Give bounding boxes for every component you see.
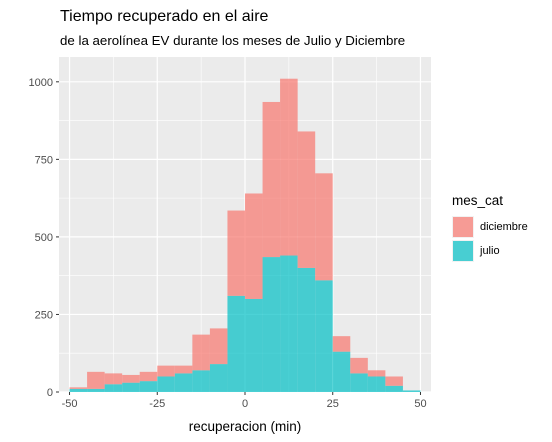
bar-julio-19 [402, 390, 421, 392]
bar-diciembre-8 [209, 328, 228, 365]
bar-julio-3 [122, 382, 140, 392]
x-tick-label: 0 [242, 398, 248, 410]
bar-diciembre-15 [332, 336, 351, 352]
legend-key [452, 240, 474, 262]
bar-julio-7 [192, 370, 210, 392]
bar-julio-0 [69, 388, 88, 392]
legend-label-julio: julio [480, 245, 500, 257]
bar-diciembre-9 [227, 210, 245, 296]
legend-item-julio: julio [452, 240, 528, 262]
x-tick-label: -50 [62, 398, 78, 410]
y-tick-label: 500 [35, 232, 53, 244]
chart-title: Tiempo recuperado en el aire [60, 8, 269, 25]
x-tick-label: 25 [327, 398, 339, 410]
x-axis-title: recuperacion (min) [189, 419, 302, 434]
legend-title: mes_cat [452, 193, 504, 208]
bar-diciembre-12 [280, 78, 298, 256]
legend: mes_cat diciembre julio [452, 193, 528, 264]
bar-julio-14 [315, 280, 333, 392]
bar-julio-16 [350, 373, 368, 392]
bar-julio-12 [280, 255, 298, 392]
bar-diciembre-17 [367, 370, 386, 377]
bar-diciembre-10 [245, 193, 263, 299]
y-tick-label: 0 [47, 387, 53, 399]
bar-diciembre-4 [139, 371, 158, 382]
bar-diciembre-7 [192, 334, 210, 371]
bar-julio-17 [367, 376, 386, 392]
x-tick-label: -25 [149, 398, 165, 410]
bar-diciembre-5 [157, 365, 175, 377]
bar-diciembre-16 [350, 357, 368, 374]
bar-diciembre-0 [69, 387, 88, 389]
x-tick-label: 50 [414, 398, 426, 410]
bar-diciembre-13 [297, 131, 316, 268]
bar-julio-1 [87, 388, 105, 392]
bar-julio-15 [332, 351, 351, 392]
y-tick-label: 750 [35, 154, 53, 166]
bar-diciembre-6 [174, 365, 193, 374]
bar-diciembre-1 [87, 371, 105, 389]
bar-diciembre-18 [385, 376, 403, 386]
legend-key [452, 216, 474, 238]
bar-diciembre-11 [262, 101, 281, 258]
chart-subtitle: de la aerolínea EV durante los meses de … [60, 33, 406, 48]
legend-label-diciembre: diciembre [480, 221, 528, 233]
y-tick-label: 250 [35, 309, 53, 321]
y-tick-label: 1000 [29, 77, 53, 89]
bar-julio-4 [139, 381, 158, 392]
bar-julio-5 [157, 376, 175, 392]
histogram-bars [69, 78, 421, 392]
bar-diciembre-14 [315, 173, 333, 281]
y-axis: 0 250 500 750 1000 [29, 77, 59, 399]
legend-item-diciembre: diciembre [452, 216, 528, 238]
bar-julio-8 [209, 364, 228, 392]
legend-swatch-julio [453, 241, 473, 261]
bar-julio-9 [227, 295, 245, 392]
bar-diciembre-3 [122, 374, 140, 383]
bar-julio-6 [174, 373, 193, 392]
bar-diciembre-2 [104, 373, 123, 385]
bar-julio-13 [297, 267, 316, 392]
bar-julio-2 [104, 384, 123, 392]
legend-swatch-diciembre [453, 217, 473, 237]
bar-julio-18 [385, 385, 403, 392]
bar-julio-10 [245, 298, 263, 392]
bar-julio-11 [262, 257, 281, 392]
x-axis: -50 -25 0 25 50 [62, 392, 427, 410]
